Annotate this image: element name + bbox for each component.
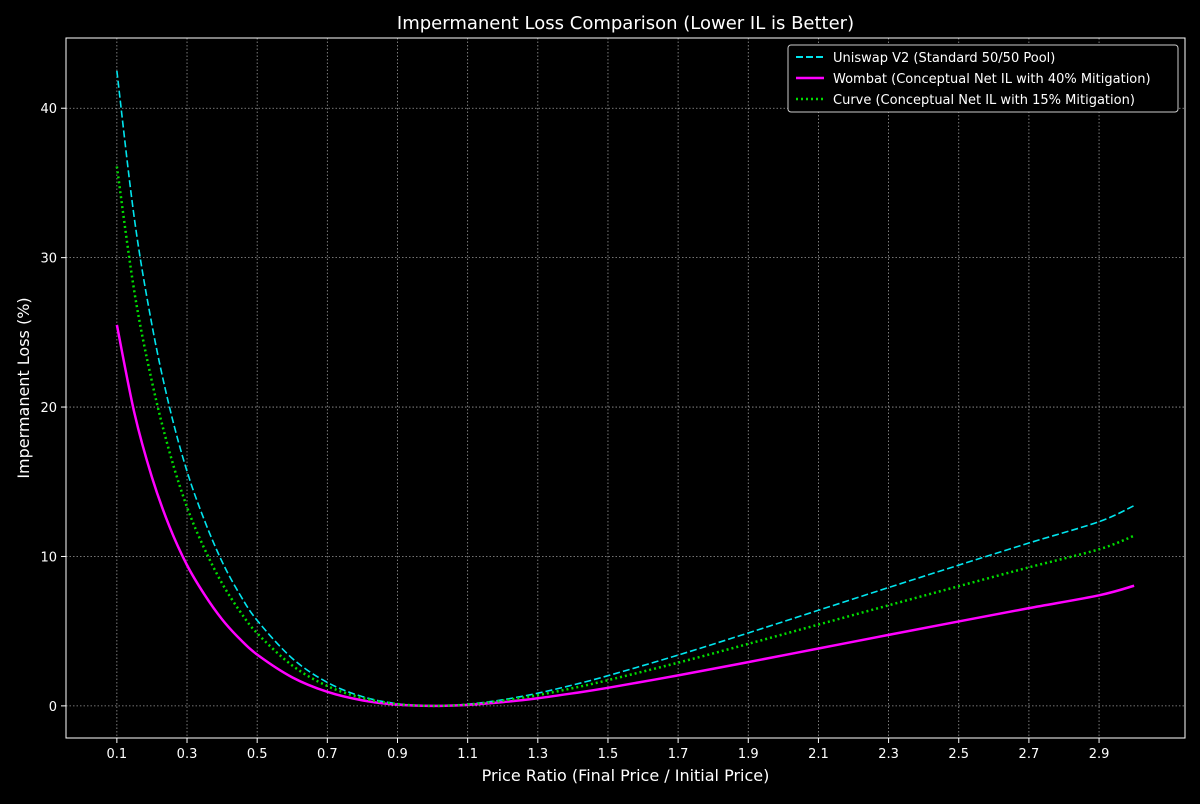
- x-tick-label: 1.7: [668, 747, 689, 762]
- wombat-series-line: [115, 324, 1135, 708]
- x-tick-label: 1.1: [457, 747, 478, 762]
- y-tick-label: 10: [40, 550, 57, 565]
- x-tick-label: 0.1: [107, 747, 128, 762]
- curve-series-line: [115, 166, 1135, 708]
- legend-box: [787, 44, 1179, 113]
- chart-title: Impermanent Loss Comparison (Lower IL is…: [397, 13, 854, 34]
- x-tick-label: 0.7: [317, 747, 338, 762]
- x-tick-label: 1.9: [738, 747, 759, 762]
- x-tick-label: 1.3: [527, 747, 548, 762]
- x-tick-label: 2.5: [948, 747, 969, 762]
- legend: Uniswap V2 (Standard 50/50 Pool) Wombat …: [787, 44, 1179, 113]
- x-tick-label: 2.7: [1019, 747, 1040, 762]
- y-tick-label: 0: [49, 700, 57, 715]
- legend-label-curve: Curve (Conceptual Net IL with 15% Mitiga…: [833, 93, 1135, 108]
- x-tick-label: 0.9: [387, 747, 408, 762]
- y-tick-label: 30: [40, 252, 57, 267]
- x-tick-label: 2.3: [878, 747, 899, 762]
- y-tick-label: 40: [40, 102, 57, 117]
- x-tick-label: 0.5: [247, 747, 268, 762]
- x-tick-label: 1.5: [598, 747, 619, 762]
- x-tick-label: 2.1: [808, 747, 829, 762]
- series-layer: [115, 70, 1135, 708]
- x-axis-label: Price Ratio (Final Price / Initial Price…: [482, 766, 770, 785]
- legend-label-uniswap: Uniswap V2 (Standard 50/50 Pool): [833, 51, 1055, 66]
- x-tick-label: 2.9: [1089, 747, 1110, 762]
- tick-layer: 0.1 0.3 0.5 0.7 0.9 1.1 1.3 1.5 1.7 1.9 2.1 2.3 2.5 2…: [40, 102, 1109, 762]
- y-axis-label: Impermanent Loss (%): [14, 297, 33, 478]
- x-tick-label: 0.3: [177, 747, 198, 762]
- y-tick-label: 20: [40, 401, 57, 416]
- legend-label-wombat: Wombat (Conceptual Net IL with 40% Mitig…: [833, 72, 1151, 87]
- plot-frame: [65, 37, 1186, 739]
